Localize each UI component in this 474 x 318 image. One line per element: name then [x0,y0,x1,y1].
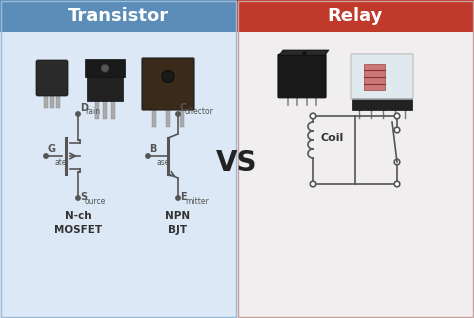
Text: ource: ource [85,197,106,206]
FancyBboxPatch shape [36,60,68,96]
Bar [0,32,237,318]
Text: mitter: mitter [185,197,209,206]
Circle shape [44,154,48,158]
Circle shape [162,71,174,82]
FancyBboxPatch shape [142,58,194,110]
Circle shape [76,196,80,200]
Circle shape [176,112,180,116]
Text: ase: ase [157,158,170,167]
Text: Relay: Relay [328,7,383,25]
Bar [103,101,107,119]
Bar [364,64,385,90]
Circle shape [176,196,180,200]
Text: ate: ate [55,158,67,167]
Bar [38,84,66,94]
Text: G: G [48,144,56,154]
Text: Coil: Coil [320,133,344,143]
Polygon shape [279,50,329,55]
Text: rain: rain [85,107,100,116]
Bar [143,59,193,69]
Bar [0,0,237,32]
Bar [237,32,474,318]
Text: S: S [80,192,87,202]
Circle shape [394,127,400,133]
Text: Transistor: Transistor [68,7,169,25]
Text: D: D [80,103,88,113]
Text: NPN
BJT: NPN BJT [165,211,191,235]
Bar [165,109,170,127]
Text: N-ch
MOSFET: N-ch MOSFET [54,211,102,235]
Bar [237,0,474,32]
Bar [95,101,99,119]
Bar [111,101,115,119]
Bar [87,73,123,101]
Bar [238,1,473,317]
Bar [85,59,125,77]
Bar [1,1,236,317]
Circle shape [394,181,400,187]
Text: VS: VS [216,149,258,177]
Bar [152,109,156,127]
Circle shape [146,154,150,158]
FancyBboxPatch shape [351,54,413,100]
Bar [352,98,412,110]
Circle shape [310,181,316,187]
Circle shape [76,112,80,116]
Text: E: E [180,192,187,202]
Text: C: C [180,103,187,113]
Text: ollector: ollector [185,107,214,116]
Text: B: B [149,144,156,154]
Circle shape [394,113,400,119]
Bar [50,94,54,108]
Bar [56,94,60,108]
FancyBboxPatch shape [278,54,326,98]
Bar [180,109,184,127]
Circle shape [310,113,316,119]
Bar [44,94,47,108]
Circle shape [101,64,109,72]
Circle shape [394,159,400,165]
